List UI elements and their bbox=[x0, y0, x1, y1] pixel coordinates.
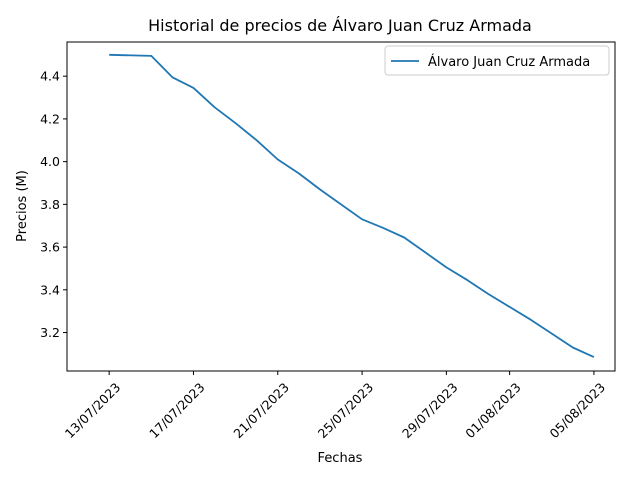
x-axis: 13/07/2023 17/07/2023 21/07/2023 25/07/2023… bbox=[62, 371, 608, 441]
x-tick-label: 17/07/2023 bbox=[146, 380, 208, 442]
x-tick-label: 01/08/2023 bbox=[462, 380, 524, 442]
x-tick-label: 05/08/2023 bbox=[547, 380, 609, 442]
y-axis-label: Precios (M) bbox=[15, 170, 30, 242]
y-tick-label: 3.8 bbox=[40, 197, 60, 212]
x-tick-label: 25/07/2023 bbox=[315, 380, 377, 442]
chart-title: Historial de precios de Álvaro Juan Cruz… bbox=[148, 16, 532, 35]
y-tick-label: 4.0 bbox=[40, 154, 60, 169]
legend-label: Álvaro Juan Cruz Armada bbox=[428, 54, 590, 70]
plot-area bbox=[66, 41, 616, 372]
series-line bbox=[109, 53, 595, 358]
x-axis-label: Fechas bbox=[318, 451, 363, 466]
y-tick-label: 4.4 bbox=[40, 69, 60, 84]
plot-frame bbox=[66, 41, 616, 372]
y-axis: 3.2 3.4 3.6 3.8 4.0 4.2 4.4 bbox=[40, 69, 67, 340]
y-tick-label: 4.2 bbox=[40, 111, 60, 126]
y-tick-label: 3.6 bbox=[40, 240, 60, 255]
y-tick-label: 3.2 bbox=[40, 325, 60, 340]
legend: Álvaro Juan Cruz Armada bbox=[384, 45, 610, 76]
y-tick-label: 3.4 bbox=[40, 282, 60, 297]
legend-box bbox=[384, 45, 610, 76]
x-tick-label: 29/07/2023 bbox=[399, 380, 461, 442]
x-tick-label: 13/07/2023 bbox=[62, 380, 124, 442]
x-tick-label: 21/07/2023 bbox=[230, 380, 292, 442]
